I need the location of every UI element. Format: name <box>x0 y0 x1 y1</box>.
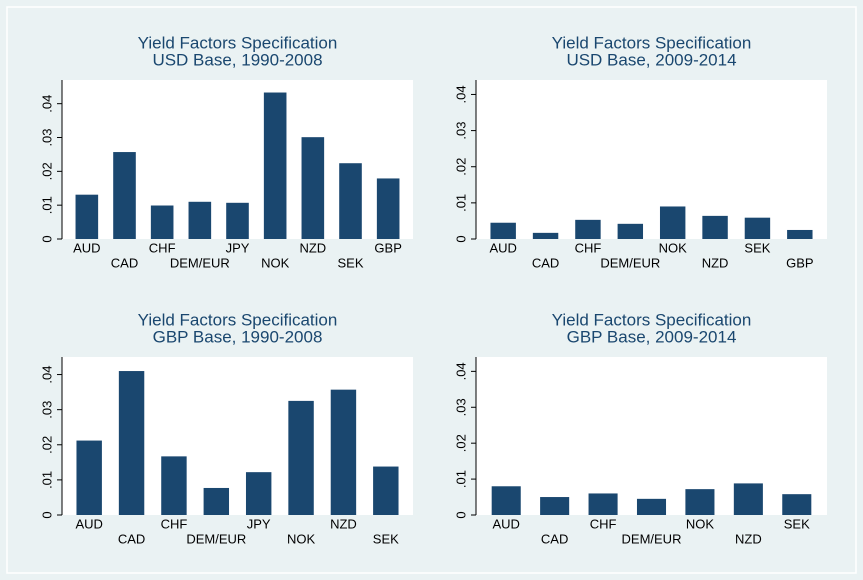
bar <box>744 217 771 239</box>
x-tick-label: DEM/EUR <box>622 531 682 546</box>
bar <box>339 163 362 239</box>
x-tick-label: NZD <box>702 255 729 270</box>
x-tick-label: JPY <box>247 516 271 531</box>
y-tick-label: .04 <box>453 85 468 103</box>
x-tick-label: CAD <box>111 255 138 270</box>
y-tick-label: .04 <box>39 366 54 384</box>
x-tick-label: NOK <box>287 531 316 546</box>
frame <box>6 6 857 574</box>
x-tick-label: GBP <box>374 240 401 255</box>
bar <box>113 152 136 239</box>
bar <box>702 215 728 239</box>
bar <box>75 194 99 239</box>
bar <box>733 483 763 515</box>
y-tick-label: .03 <box>39 128 54 146</box>
x-tick-label: CAD <box>118 531 145 546</box>
chart-title: Yield Factors Specification <box>138 310 338 329</box>
x-tick-label: CAD <box>541 531 568 546</box>
bar <box>685 489 715 515</box>
bar <box>490 222 516 239</box>
y-tick-label: .03 <box>39 401 54 419</box>
x-tick-label: DEM/EUR <box>170 255 230 270</box>
y-tick-label: .03 <box>453 122 468 140</box>
y-tick-label: .01 <box>453 470 468 488</box>
x-tick-label: CHF <box>149 240 176 255</box>
bar <box>659 206 686 239</box>
x-tick-label: SEK <box>337 255 363 270</box>
bar <box>330 389 357 515</box>
y-tick-label: .02 <box>39 162 54 180</box>
x-tick-label: GBP <box>786 255 813 270</box>
x-tick-label: AUD <box>492 516 519 531</box>
x-tick-label: CHF <box>590 516 617 531</box>
y-tick-label: .02 <box>453 158 468 176</box>
bar <box>376 178 400 239</box>
x-tick-label: AUD <box>73 240 100 255</box>
bar <box>161 456 187 515</box>
bar <box>575 219 601 239</box>
y-tick-label: .03 <box>453 398 468 416</box>
x-tick-label: NOK <box>659 240 688 255</box>
bar <box>188 201 212 239</box>
x-tick-label: JPY <box>226 240 250 255</box>
bar <box>76 440 102 515</box>
chart-title: Yield Factors Specification <box>552 33 752 52</box>
bar <box>540 497 570 515</box>
bar <box>203 487 230 515</box>
bar <box>118 371 145 515</box>
bar <box>150 205 174 239</box>
bar <box>288 400 314 515</box>
x-tick-label: AUD <box>75 516 102 531</box>
y-tick-label: .04 <box>39 95 54 113</box>
x-tick-label: CAD <box>532 255 559 270</box>
bar <box>532 232 559 239</box>
y-tick-label: .01 <box>453 194 468 212</box>
chart-subtitle: USD Base, 2009-2014 <box>566 50 736 69</box>
x-tick-label: DEM/EUR <box>186 531 246 546</box>
y-tick-label: 0 <box>453 511 468 518</box>
plot-area <box>476 357 827 515</box>
bar <box>787 229 813 239</box>
bar <box>491 486 521 515</box>
y-tick-label: .04 <box>453 362 468 380</box>
bar <box>617 223 644 239</box>
x-tick-label: AUD <box>489 240 516 255</box>
bar <box>245 472 272 515</box>
chart-subtitle: GBP Base, 1990-2008 <box>153 327 323 346</box>
plot-area <box>62 357 413 515</box>
bar <box>588 493 618 515</box>
chart-subtitle: GBP Base, 2009-2014 <box>567 327 737 346</box>
bar <box>301 137 325 239</box>
x-tick-label: NOK <box>261 255 290 270</box>
y-tick-label: .01 <box>39 196 54 214</box>
plot-area <box>476 80 827 239</box>
chart-subtitle: USD Base, 1990-2008 <box>152 50 322 69</box>
y-tick-label: .01 <box>39 471 54 489</box>
chart-title: Yield Factors Specification <box>138 33 338 52</box>
chart-title: Yield Factors Specification <box>552 310 752 329</box>
x-tick-label: CHF <box>161 516 188 531</box>
y-tick-label: 0 <box>453 235 468 242</box>
bar <box>636 498 667 515</box>
y-tick-label: .02 <box>453 434 468 452</box>
x-tick-label: SEK <box>784 516 810 531</box>
x-tick-label: NOK <box>686 516 715 531</box>
x-tick-label: NZD <box>735 531 762 546</box>
x-tick-label: NZD <box>330 516 357 531</box>
x-tick-label: DEM/EUR <box>600 255 660 270</box>
y-tick-label: .02 <box>39 436 54 454</box>
bar <box>373 466 399 515</box>
bar <box>782 494 812 515</box>
x-tick-label: SEK <box>744 240 770 255</box>
x-tick-label: SEK <box>373 531 399 546</box>
x-tick-label: CHF <box>575 240 602 255</box>
bar <box>226 202 249 239</box>
y-tick-label: 0 <box>39 235 54 242</box>
bar <box>263 92 287 239</box>
y-tick-label: 0 <box>39 511 54 518</box>
x-tick-label: NZD <box>299 240 326 255</box>
